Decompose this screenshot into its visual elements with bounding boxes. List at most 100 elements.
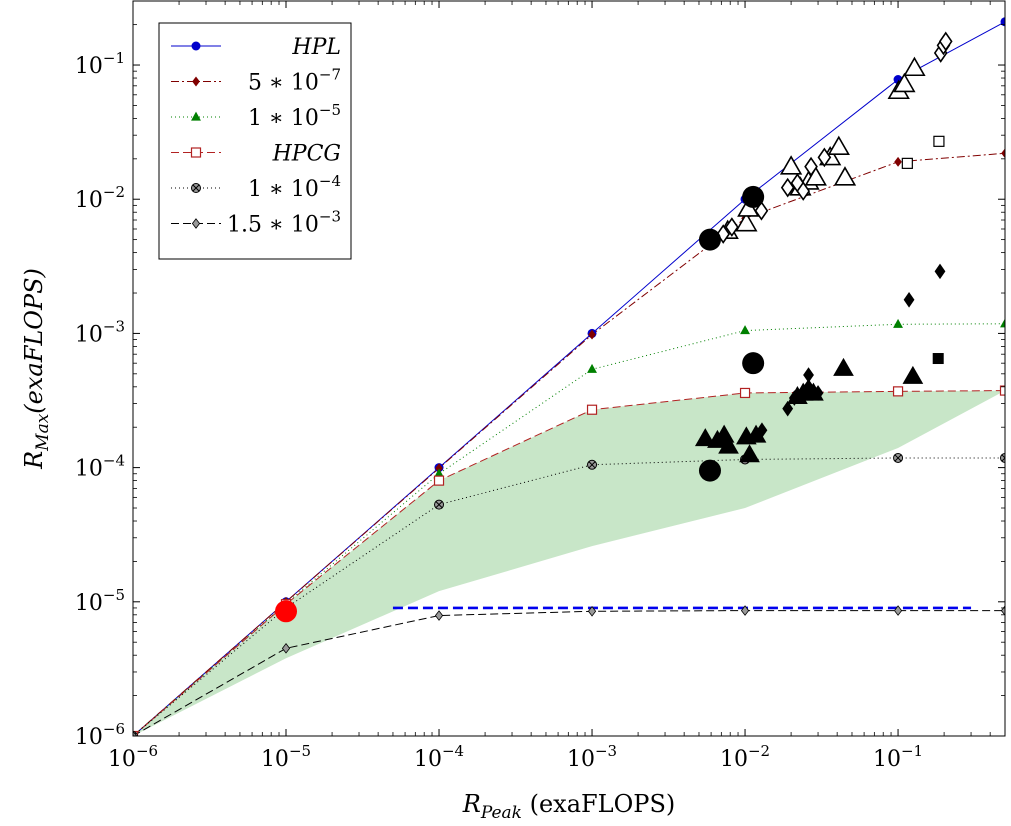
y-tick-label-0-exp: −6 <box>103 720 125 738</box>
series-2-point-2 <box>434 468 444 478</box>
y-tick-label-3: 10−3 <box>75 317 125 347</box>
legend-label-4-main: 1 ∗ 10 <box>248 177 319 202</box>
legend-marker-5 <box>191 218 201 229</box>
series-3-point-3 <box>586 404 598 415</box>
y-tick-label-0-base: 10 <box>75 725 103 750</box>
x-tick-label-4: 10−2 <box>720 742 770 772</box>
y-tick-label-2-exp: −4 <box>103 452 125 470</box>
y-tick-label-3-base: 10 <box>75 322 103 347</box>
y-tick-label-2: 10−4 <box>75 452 125 482</box>
x-axis-label-rest: (exaFLOPS) <box>522 790 675 818</box>
x-tick-label-5: 10−1 <box>873 742 923 772</box>
scatter-point-6 <box>804 166 827 186</box>
scatter-point-51 <box>275 600 298 623</box>
scatter-point-9 <box>833 166 857 186</box>
series-4-point-5 <box>893 452 904 463</box>
x-tick-label-3-base: 10 <box>567 747 595 772</box>
x-axis-label: RPeak (exaFLOPS) <box>462 790 676 823</box>
series-2-point-4 <box>740 325 750 335</box>
x-tick-label-0-base: 10 <box>108 747 136 772</box>
x-tick-label-1: 10−5 <box>261 742 311 772</box>
legend-label-5-main: 1.5 ∗ 10 <box>227 213 319 238</box>
scatter-point-25 <box>933 135 945 147</box>
series-4-point-5-x2 <box>894 454 902 462</box>
series-2-point-6 <box>1000 318 1005 328</box>
series-4-point-6-circle <box>1000 452 1005 463</box>
scatter-point-44 <box>788 390 800 406</box>
x-axis-label-sub: Peak <box>480 803 522 823</box>
scatter-point-29 <box>698 459 721 482</box>
y-axis-label-sub: Max <box>33 413 53 452</box>
series-0-point-6 <box>1000 17 1005 27</box>
series-4-point-6-x1 <box>1001 454 1005 459</box>
scatter-point-33 <box>718 435 739 454</box>
series-5-point-0 <box>133 730 138 736</box>
x-tick-label-2-exp: −4 <box>442 742 464 760</box>
legend-label-2: 1 ∗ 10−5 <box>248 101 341 131</box>
scatter-point-40 <box>833 357 854 376</box>
series-1-point-6 <box>1001 148 1005 159</box>
series-5-point-3 <box>587 605 597 617</box>
scatter-point-11 <box>893 72 916 93</box>
x-tick-label-1-exp: −5 <box>289 742 311 760</box>
scatter-point-8 <box>827 135 850 156</box>
y-tick-label-1-base: 10 <box>75 591 103 616</box>
series-5-point-4 <box>740 605 750 616</box>
legend-marker-3 <box>190 147 202 158</box>
legend-label-0: HPL <box>291 35 341 60</box>
series-3-point-6 <box>999 385 1005 396</box>
legend-marker-2 <box>191 111 201 121</box>
legend-label-3-main: HPCG <box>272 142 341 167</box>
scatter-point-48 <box>903 292 915 308</box>
scatter-point-46 <box>803 367 814 383</box>
legend-label-5-exp: −3 <box>319 208 341 226</box>
y-tick-label-4-exp: −2 <box>103 183 125 201</box>
series-5-point-5 <box>893 605 903 616</box>
series-markers-5 <box>133 605 1005 736</box>
scatter-point-36 <box>745 424 767 443</box>
legend-box <box>158 22 352 260</box>
scatter-point-24 <box>901 157 913 169</box>
y-tick-label-1-exp: −5 <box>103 586 125 604</box>
scatter-point-45 <box>803 379 814 395</box>
legend-marker-4 <box>191 183 201 193</box>
scatter-point-18 <box>796 181 811 201</box>
legend-label-2-exp: −5 <box>319 101 341 119</box>
series-2-point-5 <box>893 318 904 328</box>
legend-label-2-main: 1 ∗ 10 <box>248 106 319 131</box>
legend-label-5: 1.5 ∗ 10−3 <box>227 208 341 238</box>
scatter-point-12 <box>903 56 926 77</box>
legend-entry-1: 5 ∗ 10−7 <box>171 66 341 96</box>
y-tick-label-5: 10−1 <box>75 49 125 79</box>
scatter-point-41 <box>902 365 924 384</box>
legend-marker-0 <box>191 41 201 51</box>
y-tick-label-2-base: 10 <box>75 457 103 482</box>
x-tick-label-2: 10−4 <box>414 742 464 772</box>
series-1-point-5 <box>894 156 902 167</box>
scatter-point-47 <box>812 385 824 401</box>
y-axis-label-main: R <box>20 451 48 470</box>
series-4-point-2 <box>434 499 445 510</box>
y-tick-label-4-base: 10 <box>75 188 103 213</box>
legend-label-0-main: HPL <box>291 35 341 60</box>
axes: 10−6 10−5 10−4 10−3 10−2 10−110−610−510−410−3… <box>20 0 1006 823</box>
scatter-point-23 <box>938 31 953 52</box>
y-axis-label: RMax(exaFLOPS) <box>20 268 53 470</box>
plot-area <box>133 17 1005 736</box>
scatter-point-28 <box>742 352 765 375</box>
series-1-point-2 <box>435 463 443 474</box>
x-tick-label-0-exp: −6 <box>136 742 158 760</box>
x-tick-label-0: 10−6 <box>108 742 158 772</box>
legend-entry-5: 1.5 ∗ 10−3 <box>171 208 341 238</box>
y-tick-label-4: 10−2 <box>75 183 125 213</box>
legend-label-4: 1 ∗ 10−4 <box>248 172 341 202</box>
scatter-point-26 <box>698 228 721 251</box>
scatter-point-13 <box>716 224 731 244</box>
plot-inner <box>133 17 1005 736</box>
shaded-region <box>133 390 1005 736</box>
x-tick-label-1-base: 10 <box>261 747 289 772</box>
series-5-point-1 <box>281 643 291 654</box>
x-tick-label-3: 10−3 <box>567 742 617 772</box>
